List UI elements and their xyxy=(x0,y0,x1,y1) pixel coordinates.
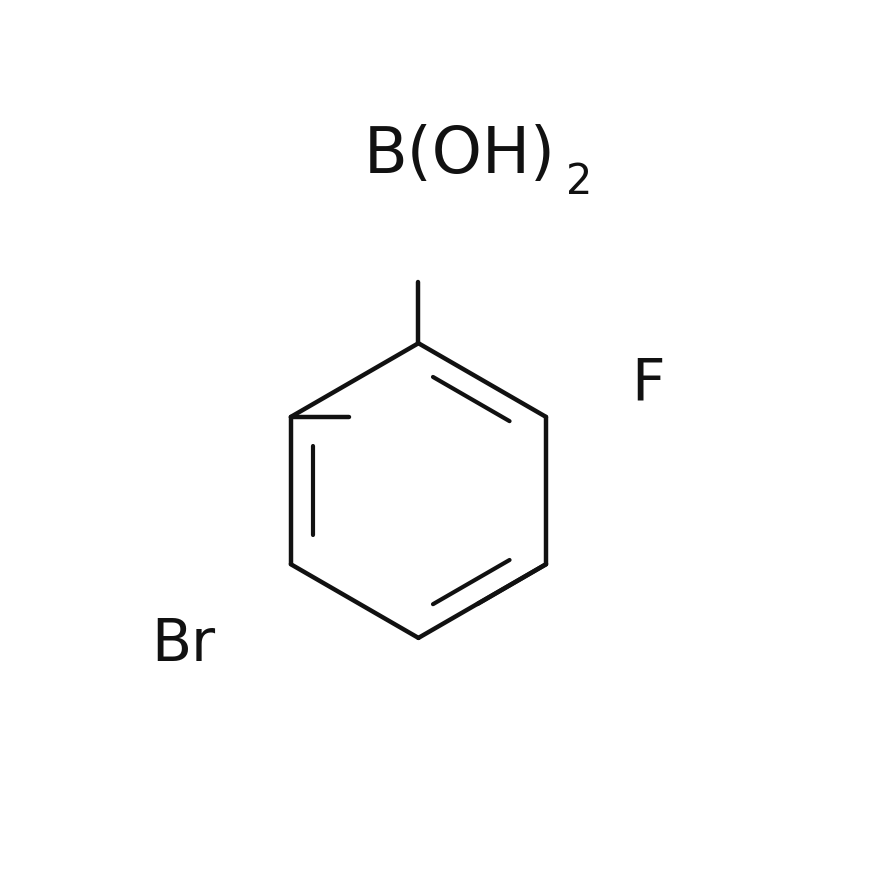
Text: B(OH): B(OH) xyxy=(364,124,555,186)
Text: Br: Br xyxy=(151,616,215,673)
Text: 2: 2 xyxy=(566,161,592,203)
Text: F: F xyxy=(631,356,665,413)
